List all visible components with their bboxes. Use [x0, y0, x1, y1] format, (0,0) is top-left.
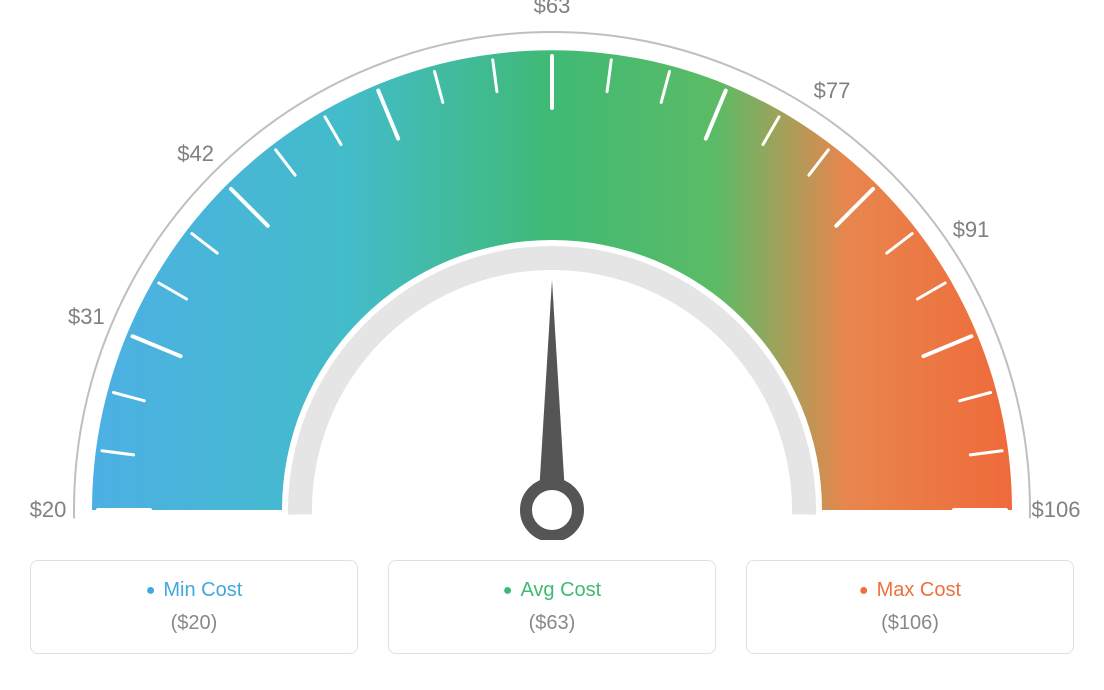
gauge-tick-label: $77: [814, 78, 851, 104]
legend-card-avg: Avg Cost ($63): [388, 560, 716, 654]
gauge-tick-label: $106: [1032, 497, 1081, 523]
legend-max-value: ($106): [757, 612, 1063, 635]
legend-avg-value: ($63): [399, 612, 705, 635]
legend-max-label: Max Cost: [757, 579, 1063, 602]
gauge-chart: $20$31$42$63$77$91$106: [20, 20, 1084, 540]
gauge-tick-label: $91: [953, 217, 990, 243]
gauge-tick-label: $63: [534, 0, 571, 19]
legend-avg-label: Avg Cost: [399, 579, 705, 602]
legend-card-min: Min Cost ($20): [30, 560, 358, 654]
legend-min-value: ($20): [41, 612, 347, 635]
gauge-tick-label: $31: [68, 304, 105, 330]
legend-row: Min Cost ($20) Avg Cost ($63) Max Cost (…: [20, 560, 1084, 654]
legend-min-label: Min Cost: [41, 579, 347, 602]
gauge-tick-label: $42: [177, 141, 214, 167]
gauge-tick-label: $20: [30, 497, 67, 523]
legend-card-max: Max Cost ($106): [746, 560, 1074, 654]
gauge-svg: [20, 20, 1084, 540]
